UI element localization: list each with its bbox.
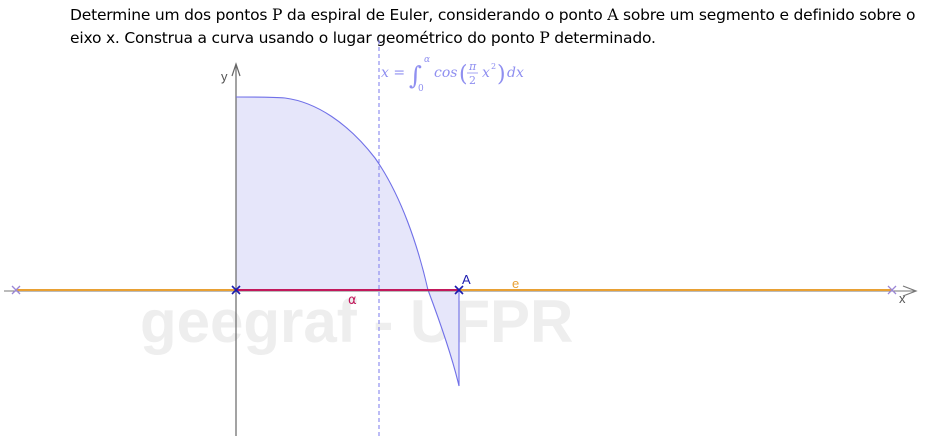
formula-lhs: x =: [381, 65, 405, 81]
instruction-text: Determine um dos pontos P da espiral de …: [70, 6, 916, 47]
formula-dx: dx: [507, 65, 524, 81]
formula-pi: π: [468, 60, 477, 73]
integral-formula: x = ∫ α 0 cos ( π 2 x 2 ) dx: [381, 55, 524, 94]
integral-shaded-region-negative: [428, 290, 459, 386]
line-e-left-endpoint[interactable]: [11, 285, 21, 295]
x-axis-label: x: [899, 291, 906, 306]
integral-shaded-region: [236, 97, 428, 290]
x-axis-arrow: [902, 285, 918, 297]
formula-paren-right: ): [497, 62, 506, 87]
formula-cos: cos: [434, 65, 457, 81]
origin-point[interactable]: [231, 285, 241, 295]
formula-two: 2: [469, 74, 476, 87]
point-a[interactable]: [454, 285, 464, 295]
point-p-ref: P: [271, 6, 283, 24]
formula-exponent: 2: [491, 62, 496, 71]
formula-upper-limit: α: [424, 55, 430, 65]
y-axis-arrow: [231, 62, 241, 77]
segment-alpha-label: α: [348, 293, 357, 308]
formula-lower-limit: 0: [418, 84, 424, 94]
point-a-ref: A: [607, 6, 619, 24]
watermark: geegraf - UFPR: [140, 288, 573, 355]
point-p-ref: P: [539, 29, 550, 47]
point-a-label: A: [462, 272, 471, 287]
y-axis-label: y: [221, 69, 228, 84]
formula-integral-sign: ∫: [409, 61, 422, 90]
line-e-right-endpoint[interactable]: [887, 285, 897, 295]
euler-spiral-curve[interactable]: [235, 96, 460, 387]
line-e-label: e: [512, 276, 519, 291]
formula-var: x: [482, 65, 490, 81]
formula-paren-left: (: [459, 62, 468, 87]
